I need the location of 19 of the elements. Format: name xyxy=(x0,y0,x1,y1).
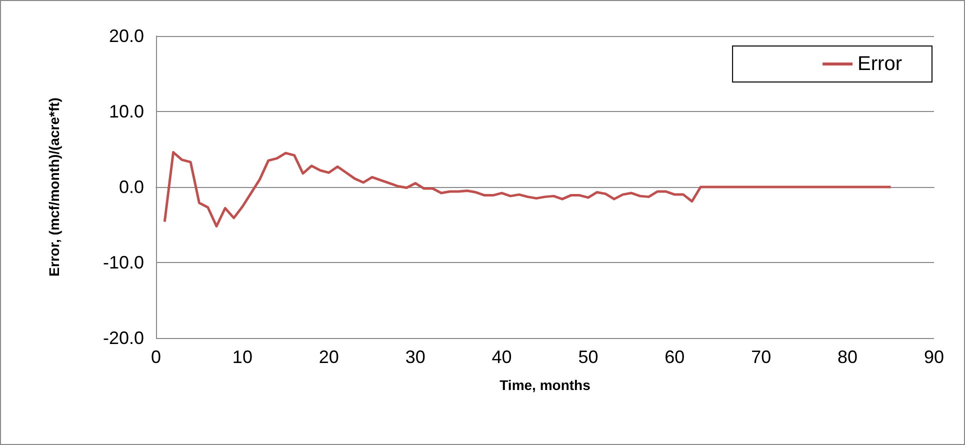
y-tick-label: -10.0 xyxy=(102,252,144,272)
y-tick-label: 20.0 xyxy=(108,26,144,46)
x-tick-label: 80 xyxy=(838,347,858,367)
legend-label: Error xyxy=(858,53,902,75)
y-tick-label: -20.0 xyxy=(102,328,144,348)
x-tick-label: 90 xyxy=(924,347,944,367)
x-tick-label: 40 xyxy=(492,347,512,367)
x-axis-title: Time, months xyxy=(500,377,591,393)
x-tick-label: 0 xyxy=(150,347,162,367)
y-axis-title: Error, (mcf/month)/(acre*ft) xyxy=(46,98,62,276)
x-tick-label: 20 xyxy=(318,347,339,367)
line-series xyxy=(163,151,892,228)
x-tick-label: 60 xyxy=(664,347,685,367)
y-tick-label: 0.0 xyxy=(118,177,144,197)
x-tick-label: 30 xyxy=(405,347,426,367)
x-tick-label: 50 xyxy=(578,347,598,367)
y-tick-label: 10.0 xyxy=(108,102,144,122)
x-tick-label: 10 xyxy=(232,347,252,367)
x-tick-label: 70 xyxy=(751,347,772,367)
